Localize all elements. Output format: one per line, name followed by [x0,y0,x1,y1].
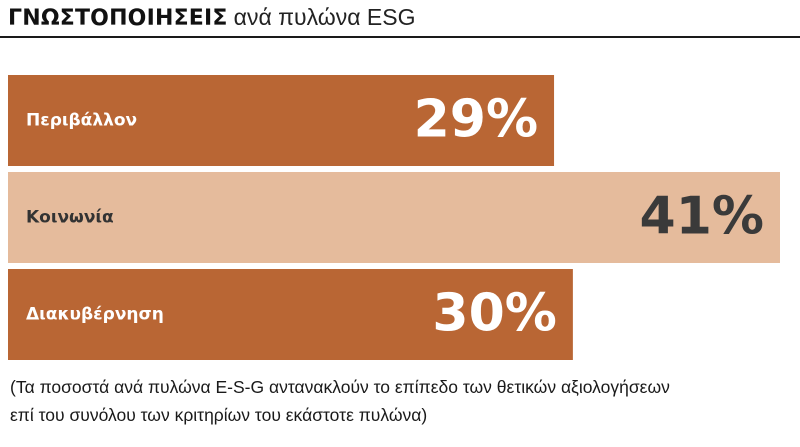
category-label-2: Κοινωνία [26,208,114,228]
bar-chart: Περιβάλλον 29% Κοινωνία 41% Διακυβέρνηση 30% [8,75,780,360]
bar-1 [8,75,555,166]
bar-2 [8,172,780,263]
category-label-1: Περιβάλλον [26,111,137,131]
value-label-3: 30% [432,284,556,344]
footnote-line-1: (Τα ποσοστά ανά πυλώνα E-S-G αντανακλούν… [10,377,670,397]
chart-title-light: ανά πυλώνα ESG [233,4,416,30]
category-label-3: Διακυβέρνηση [26,305,164,325]
value-label-2: 41% [640,187,764,247]
title-divider [0,36,800,38]
chart-title-strong: ΓΝΩΣΤΟΠΟΙΗΣΕΙΣ [8,6,228,31]
value-label-1: 29% [414,90,538,150]
footnote: (Τα ποσοστά ανά πυλώνα E-S-G αντανακλούν… [10,373,795,429]
footnote-line-2: επί του συνόλου των κριτηρίων του εκάστο… [10,405,428,425]
chart-title: ΓΝΩΣΤΟΠΟΙΗΣΕΙΣ ανά πυλώνα ESG [8,2,415,32]
bar-3 [8,269,573,360]
